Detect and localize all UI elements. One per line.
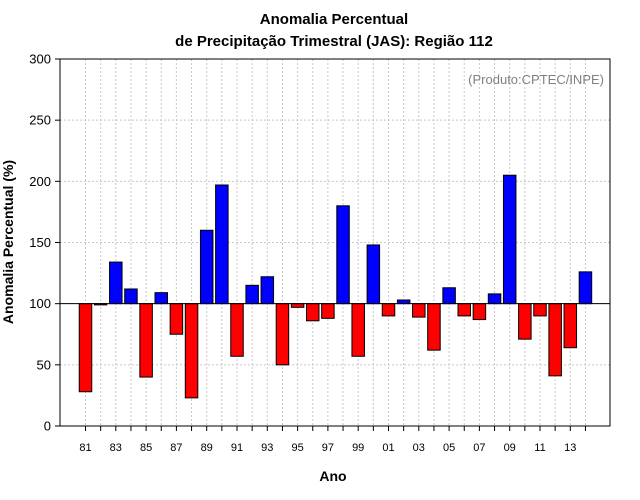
bar-10 — [518, 303, 532, 340]
y-tick-label: 50 — [37, 357, 51, 372]
x-tick-label: 09 — [504, 442, 516, 454]
x-tick-label: 93 — [261, 442, 273, 454]
bar-93 — [260, 276, 275, 305]
bar-83 — [109, 261, 123, 305]
y-tick-label: 300 — [29, 52, 51, 67]
bar-02 — [396, 299, 411, 305]
credit-label: (Produto:CPTEC/INPE) — [468, 72, 604, 87]
x-tick-label: 95 — [291, 442, 303, 454]
bar-92 — [245, 284, 259, 305]
x-tick-label: 13 — [564, 442, 576, 454]
x-tick-label: 01 — [382, 442, 394, 454]
x-axis-ticks: 81 83 85 87 89 91 93 95 97 99 01 03 05 07 09 11 13 — [79, 426, 586, 454]
chart-title-line1: Anomalia Percentual — [260, 11, 408, 28]
bar-94 — [275, 303, 290, 366]
bar-96 — [306, 303, 320, 322]
bar-89 — [199, 229, 214, 305]
x-tick-label: 85 — [140, 442, 152, 454]
bar-97 — [321, 303, 335, 319]
bar-05 — [442, 287, 456, 305]
bar-07 — [472, 303, 487, 321]
bar-99 — [351, 303, 365, 357]
x-tick-label: 07 — [473, 442, 485, 454]
bar-85 — [139, 303, 153, 378]
y-tick-label: 100 — [29, 296, 51, 311]
x-tick-label: 97 — [322, 442, 334, 454]
bar-08 — [487, 293, 502, 305]
bar-90 — [215, 184, 229, 305]
bar-03 — [412, 303, 426, 318]
x-tick-label: 99 — [352, 442, 364, 454]
x-tick-label: 81 — [79, 442, 91, 454]
bar-00 — [366, 244, 381, 305]
x-tick-label: 03 — [413, 442, 425, 454]
bar-13 — [563, 303, 578, 349]
bar-04 — [427, 303, 441, 351]
bar-84 — [124, 288, 138, 305]
bar-11 — [533, 303, 547, 317]
bar-81 — [78, 303, 93, 393]
y-tick-label: 0 — [44, 419, 51, 434]
x-tick-label: 05 — [443, 442, 455, 454]
bar-14 — [578, 271, 593, 305]
x-tick-label: 89 — [201, 442, 213, 454]
bars-layer — [78, 174, 593, 399]
bar-86 — [154, 292, 168, 305]
x-tick-label: 83 — [110, 442, 122, 454]
y-axis-ticks: 0 50 100 150 200 250 300 — [29, 52, 60, 434]
bar-01 — [381, 303, 396, 317]
bar-91 — [230, 303, 244, 357]
bar-98 — [336, 205, 350, 305]
bar-09 — [502, 174, 517, 305]
bar-88 — [184, 303, 199, 399]
x-axis-title: Ano — [319, 468, 346, 484]
y-tick-label: 250 — [29, 113, 51, 128]
bar-87 — [169, 303, 184, 335]
x-tick-label: 87 — [170, 442, 182, 454]
chart-title-line2: de Precipitação Trimestral (JAS): Região… — [175, 33, 493, 50]
x-tick-label: 11 — [534, 442, 545, 454]
bar-12 — [548, 303, 562, 377]
y-tick-label: 200 — [29, 174, 51, 189]
bar-06 — [457, 303, 471, 317]
y-axis-title: Anomalia Percentual (%) — [0, 160, 16, 324]
bar-95 — [290, 303, 305, 308]
x-tick-label: 91 — [231, 442, 243, 454]
y-tick-label: 150 — [29, 235, 51, 250]
